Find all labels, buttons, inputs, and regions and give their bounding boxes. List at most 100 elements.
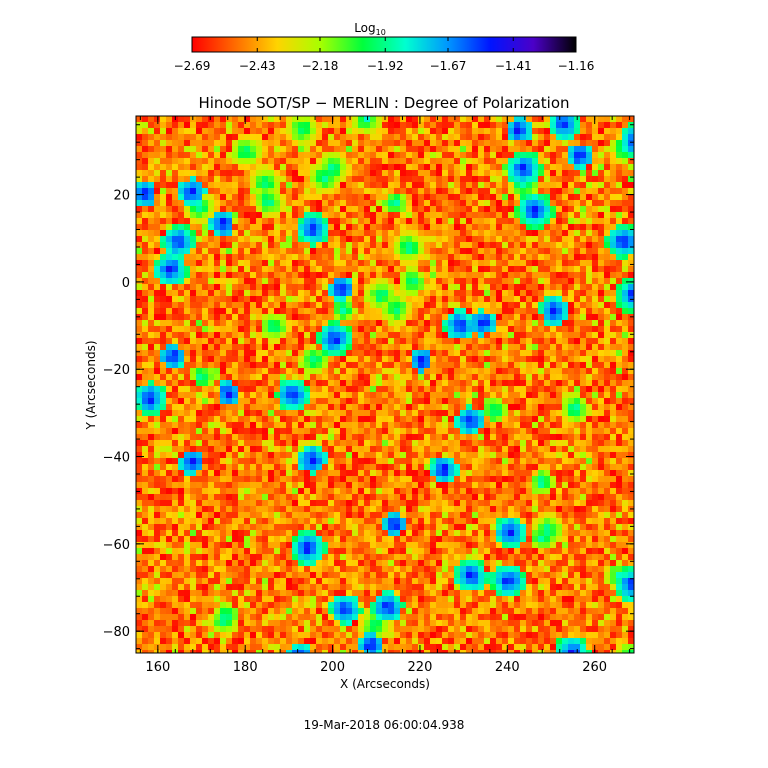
heatmap-cell bbox=[382, 248, 388, 254]
heatmap-cell bbox=[154, 218, 160, 224]
heatmap-cell bbox=[376, 158, 382, 164]
heatmap-cell bbox=[484, 224, 490, 230]
heatmap-cell bbox=[310, 296, 316, 302]
heatmap-cell bbox=[436, 224, 442, 230]
heatmap-cell bbox=[568, 152, 574, 158]
heatmap-cell bbox=[358, 254, 364, 260]
heatmap-cell bbox=[262, 344, 268, 350]
heatmap-cell bbox=[250, 398, 256, 404]
heatmap-cell bbox=[298, 320, 304, 326]
heatmap-cell bbox=[256, 440, 262, 446]
heatmap-cell bbox=[250, 434, 256, 440]
heatmap-cell bbox=[562, 308, 568, 314]
heatmap-cell bbox=[382, 164, 388, 170]
heatmap-cell bbox=[574, 464, 580, 470]
heatmap-cell bbox=[328, 170, 334, 176]
heatmap-cell bbox=[442, 380, 448, 386]
heatmap-cell bbox=[250, 410, 256, 416]
heatmap-cell bbox=[208, 470, 214, 476]
heatmap-cell bbox=[628, 254, 634, 260]
heatmap-cell bbox=[346, 386, 352, 392]
heatmap-cell bbox=[370, 218, 376, 224]
heatmap-cell bbox=[622, 332, 628, 338]
heatmap-cell bbox=[418, 404, 424, 410]
heatmap-cell bbox=[550, 290, 556, 296]
heatmap-cell bbox=[478, 344, 484, 350]
heatmap-cell bbox=[214, 386, 220, 392]
heatmap-cell bbox=[364, 464, 370, 470]
heatmap-cell bbox=[388, 242, 394, 248]
heatmap-cell bbox=[172, 416, 178, 422]
heatmap-cell bbox=[160, 458, 166, 464]
heatmap-cell bbox=[190, 380, 196, 386]
heatmap-cell bbox=[442, 404, 448, 410]
heatmap-cell bbox=[262, 218, 268, 224]
heatmap-cell bbox=[286, 434, 292, 440]
heatmap-cell bbox=[592, 272, 598, 278]
heatmap-cell bbox=[520, 434, 526, 440]
heatmap-cell bbox=[280, 296, 286, 302]
heatmap-cell bbox=[544, 374, 550, 380]
heatmap-cell bbox=[136, 200, 142, 206]
heatmap-cell bbox=[484, 218, 490, 224]
heatmap-cell bbox=[226, 446, 232, 452]
heatmap-cell bbox=[244, 182, 250, 188]
heatmap-cell bbox=[592, 134, 598, 140]
heatmap-cell bbox=[436, 470, 442, 476]
heatmap-cell bbox=[538, 308, 544, 314]
heatmap-cell bbox=[472, 446, 478, 452]
heatmap-cell bbox=[472, 428, 478, 434]
heatmap-cell bbox=[424, 218, 430, 224]
heatmap-cell bbox=[268, 464, 274, 470]
heatmap-cell bbox=[556, 302, 562, 308]
heatmap-cell bbox=[436, 128, 442, 134]
heatmap-cell bbox=[220, 458, 226, 464]
heatmap-cell bbox=[520, 296, 526, 302]
heatmap-cell bbox=[232, 170, 238, 176]
heatmap-cell bbox=[268, 380, 274, 386]
heatmap-cell bbox=[472, 416, 478, 422]
heatmap-cell bbox=[502, 440, 508, 446]
heatmap-cell bbox=[616, 446, 622, 452]
heatmap-cell bbox=[286, 392, 292, 398]
heatmap-cell bbox=[610, 278, 616, 284]
heatmap-cell bbox=[310, 320, 316, 326]
heatmap-cell bbox=[238, 470, 244, 476]
heatmap-cell bbox=[376, 332, 382, 338]
heatmap-cell bbox=[622, 452, 628, 458]
heatmap-cell bbox=[172, 296, 178, 302]
heatmap-cell bbox=[292, 386, 298, 392]
heatmap-cell bbox=[364, 308, 370, 314]
heatmap-cell bbox=[496, 176, 502, 182]
heatmap-cell bbox=[346, 230, 352, 236]
heatmap-cell bbox=[226, 332, 232, 338]
heatmap-cell bbox=[484, 272, 490, 278]
heatmap-cell bbox=[160, 266, 166, 272]
heatmap-cell bbox=[268, 332, 274, 338]
heatmap-cell bbox=[196, 350, 202, 356]
heatmap-cell bbox=[214, 164, 220, 170]
heatmap-cell bbox=[586, 302, 592, 308]
heatmap-cell bbox=[556, 206, 562, 212]
heatmap-cell bbox=[502, 350, 508, 356]
heatmap-cell bbox=[616, 134, 622, 140]
heatmap-cell bbox=[274, 392, 280, 398]
heatmap-cell bbox=[568, 458, 574, 464]
heatmap-cell bbox=[154, 308, 160, 314]
heatmap-cell bbox=[184, 272, 190, 278]
heatmap-cell bbox=[160, 428, 166, 434]
heatmap-cell bbox=[226, 182, 232, 188]
heatmap-cell bbox=[442, 194, 448, 200]
heatmap-cell bbox=[520, 332, 526, 338]
heatmap-cell bbox=[268, 446, 274, 452]
heatmap-cell bbox=[412, 464, 418, 470]
heatmap-cell bbox=[214, 470, 220, 476]
heatmap-cell bbox=[544, 188, 550, 194]
heatmap-cell bbox=[364, 338, 370, 344]
heatmap-cell bbox=[370, 416, 376, 422]
heatmap-cell bbox=[598, 164, 604, 170]
heatmap-cell bbox=[574, 218, 580, 224]
heatmap-cell bbox=[496, 170, 502, 176]
heatmap-cell bbox=[340, 350, 346, 356]
heatmap-cell bbox=[382, 290, 388, 296]
